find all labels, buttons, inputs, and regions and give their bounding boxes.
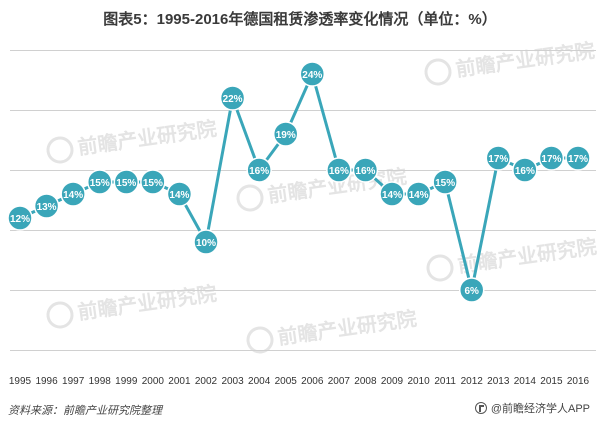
x-tick-label: 1996	[35, 376, 58, 387]
data-point	[538, 145, 565, 171]
x-tick-label: 2006	[301, 376, 324, 387]
data-point	[193, 229, 219, 255]
x-tick-label: 1995	[9, 376, 32, 387]
data-point	[458, 277, 485, 303]
data-point	[140, 169, 166, 195]
data-point	[86, 169, 113, 195]
x-tick-label: 2013	[487, 376, 510, 387]
x-tick-label: 2005	[275, 376, 298, 387]
brand-credit: @前瞻经济学人APP	[474, 400, 590, 416]
x-tick-label: 2009	[381, 376, 404, 387]
chart-title: 图表5：1995-2016年德国租赁渗透率变化情况（单位：%）	[103, 11, 497, 28]
watermark-logo-icon	[424, 58, 452, 86]
data-point	[299, 61, 326, 87]
source-note: 资料来源：前瞻产业研究院整理	[8, 405, 162, 417]
data-point	[33, 193, 60, 219]
watermark-text: 前瞻产业研究院	[276, 306, 418, 349]
watermark-text: 前瞻产业研究院	[454, 38, 596, 81]
data-label: 16%	[329, 166, 349, 177]
x-tick-label: 2004	[248, 376, 271, 387]
data-label: 14%	[409, 190, 429, 201]
data-point	[379, 181, 405, 207]
data-label: 15%	[143, 178, 163, 189]
x-tick-label: 2007	[328, 376, 351, 387]
x-tick-label: 2003	[221, 376, 244, 387]
x-tick-label: 1997	[62, 376, 85, 387]
data-label: 13%	[37, 202, 57, 213]
data-label: 6%	[464, 286, 479, 297]
x-tick-label: 2010	[407, 376, 430, 387]
data-point	[166, 181, 193, 207]
x-tick-label: 2012	[461, 376, 484, 387]
data-label: 12%	[10, 214, 30, 225]
watermark: 前瞻产业研究院	[46, 116, 218, 164]
watermark-layer: 前瞻产业研究院前瞻产业研究院前瞻产业研究院前瞻产业研究院前瞻产业研究院前瞻产业研…	[46, 38, 598, 354]
x-tick-label: 1999	[115, 376, 138, 387]
data-label: 19%	[276, 130, 296, 141]
series-line-group	[19, 72, 578, 292]
watermark-logo-icon	[236, 184, 264, 212]
x-tick-label: 2016	[567, 376, 590, 387]
watermark-text: 前瞻产业研究院	[76, 116, 218, 159]
watermark: 前瞻产业研究院	[426, 234, 598, 282]
watermark-text: 前瞻产业研究院	[76, 281, 218, 324]
watermark-logo-icon	[246, 326, 274, 354]
x-tick-label: 2000	[142, 376, 165, 387]
x-tick-label: 1998	[89, 376, 112, 387]
watermark-logo-icon	[426, 254, 454, 282]
watermark-logo-icon	[46, 301, 74, 329]
x-tick-label: 2002	[195, 376, 218, 387]
data-point	[7, 205, 33, 231]
data-point	[246, 157, 272, 183]
data-label: 16%	[355, 166, 375, 177]
x-tick-label: 2008	[354, 376, 377, 387]
x-tick-label: 2015	[540, 376, 563, 387]
data-label: 15%	[116, 178, 136, 189]
watermark: 前瞻产业研究院	[424, 38, 596, 86]
data-label: 16%	[249, 166, 269, 177]
data-label: 15%	[90, 178, 110, 189]
series-line	[19, 72, 578, 292]
data-point	[219, 85, 246, 111]
brand-logo-icon	[474, 402, 487, 414]
data-label: 14%	[382, 190, 402, 201]
x-tick-label: 2011	[434, 376, 456, 387]
data-label: 24%	[302, 70, 322, 81]
data-point	[485, 145, 512, 171]
data-label: 17%	[541, 154, 561, 165]
data-label: 14%	[169, 190, 189, 201]
data-markers: 12% 13% 14% 15% 15% 15% 14% 10% 22% 16% 19% 24% 16% 1…	[7, 61, 591, 303]
data-point	[565, 145, 591, 171]
data-label: 22%	[223, 94, 243, 105]
data-label: 15%	[435, 178, 455, 189]
brand-text: @前瞻经济学人APP	[490, 403, 590, 415]
data-point	[60, 181, 86, 207]
x-tick-label: 2001	[168, 376, 191, 387]
data-point	[432, 169, 458, 195]
data-label: 17%	[568, 154, 588, 165]
watermark: 前瞻产业研究院	[246, 306, 418, 354]
data-point	[352, 157, 379, 183]
gridlines	[10, 50, 596, 351]
data-point	[272, 121, 299, 147]
x-axis-ticks: 1995 1996 1997 1998 1999 2000 2001 2002 2003 2004…	[9, 376, 590, 387]
data-label: 10%	[196, 238, 216, 249]
data-label: 14%	[63, 190, 83, 201]
data-point	[405, 181, 432, 207]
data-label: 17%	[488, 154, 508, 165]
x-tick-label: 2014	[514, 376, 537, 387]
data-point	[512, 157, 538, 183]
data-point	[113, 169, 140, 195]
watermark: 前瞻产业研究院	[46, 281, 218, 329]
data-label: 16%	[515, 166, 535, 177]
data-point	[326, 157, 352, 183]
watermark-logo-icon	[46, 136, 74, 164]
